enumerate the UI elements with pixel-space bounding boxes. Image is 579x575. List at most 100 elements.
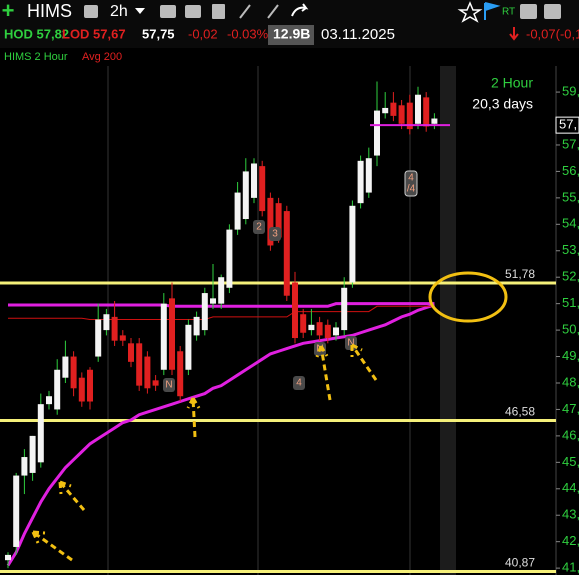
candle-body <box>374 110 380 156</box>
highlight-ellipse <box>428 271 508 323</box>
moving-average <box>6 303 435 567</box>
candle-body <box>300 314 307 333</box>
icon[interactable] <box>520 4 537 19</box>
y-tick-label: 48, <box>562 374 579 389</box>
candle-body <box>423 97 430 127</box>
last-price-box <box>555 116 579 134</box>
candle-body <box>283 211 290 296</box>
candle-body <box>234 192 241 230</box>
change: -0,02 <box>188 26 218 41</box>
legend-average: Avg 200 <box>82 51 122 63</box>
candle-body <box>218 277 225 304</box>
rt: RT <box>502 7 515 18</box>
candle-body <box>103 314 110 331</box>
candle-body <box>308 324 315 331</box>
candle-body <box>406 102 413 130</box>
arrow <box>31 530 73 562</box>
icon[interactable] <box>267 4 279 19</box>
last: 57,75 <box>142 26 175 41</box>
candle-body <box>78 377 85 402</box>
candle-body <box>226 229 233 288</box>
candle-body <box>349 205 356 283</box>
candle-body <box>144 356 151 389</box>
marker-label: 4 <box>296 378 302 389</box>
candle-body <box>251 163 257 198</box>
legend-series: HIMS 2 Hour <box>4 51 68 63</box>
candle-body <box>62 356 69 378</box>
plot: 59, 57, 56, 55, 54, 53, 52, 51, 50, 49, 48, 47, 46, 4… <box>0 81 579 575</box>
candle-body <box>70 356 77 389</box>
marker-box <box>163 378 175 392</box>
lod: LOD 57,67 <box>62 26 126 41</box>
marker-box <box>253 220 265 234</box>
candle-body <box>29 435 36 473</box>
candle-body <box>390 102 397 116</box>
y-tick-label: 43, <box>562 507 579 522</box>
marker-box <box>293 376 305 390</box>
candle-body <box>169 298 175 370</box>
y-tick-label: 45, <box>562 454 579 469</box>
candle-body <box>333 327 339 336</box>
icon[interactable] <box>160 5 176 18</box>
marker-label: 2 <box>256 222 262 233</box>
candle-body <box>316 322 323 336</box>
marker-label: N <box>347 338 354 349</box>
marker-box <box>404 170 418 197</box>
candle-body <box>185 324 192 370</box>
candle-body <box>275 203 282 238</box>
y-tick-label: 47, <box>562 401 579 416</box>
candle-body <box>21 457 28 476</box>
hod: HOD 57,82 <box>4 26 69 41</box>
y-tick-label: 51, <box>562 295 579 310</box>
session-shade <box>440 66 456 575</box>
icon[interactable] <box>84 5 98 18</box>
candle-body <box>382 107 389 114</box>
marker-label: N <box>165 380 172 391</box>
candle-body <box>177 351 184 397</box>
candle-body <box>365 158 372 193</box>
candle-body <box>341 287 348 331</box>
icon[interactable] <box>291 3 309 17</box>
candle-body <box>128 343 134 362</box>
flag-icon[interactable] <box>484 2 501 20</box>
arrow <box>58 480 86 511</box>
candle-body <box>95 319 102 357</box>
candle-body <box>46 396 52 405</box>
y-tick-label: 41, <box>562 560 579 575</box>
icon[interactable] <box>185 5 201 18</box>
y-tick-label: 52, <box>562 269 579 284</box>
level-label: 51,78 <box>505 267 535 281</box>
add-icon[interactable]: + <box>2 0 15 23</box>
star-icon[interactable] <box>457 1 483 23</box>
candle-body <box>324 324 331 339</box>
y-tick-label: 44, <box>562 480 579 495</box>
dropdown[interactable] <box>135 8 145 14</box>
candle-body <box>136 343 143 386</box>
arrow <box>315 345 332 401</box>
marker-label: /4 <box>407 184 416 195</box>
market-cap: 12.9B <box>273 26 310 42</box>
interval[interactable]: 2h <box>110 3 128 20</box>
icon[interactable] <box>212 4 225 19</box>
candle-body <box>193 316 200 336</box>
y-tick-label: 59, <box>562 84 579 99</box>
marker-label: 4 <box>408 173 414 184</box>
candle-body <box>111 316 118 341</box>
last-price-label: 57, <box>559 117 577 132</box>
marker-label: 3 <box>272 229 278 240</box>
y-tick-label: 49, <box>562 348 579 363</box>
icon[interactable] <box>239 4 251 19</box>
symbol[interactable]: HIMS <box>27 1 72 21</box>
drawings <box>31 271 508 562</box>
icon[interactable] <box>544 4 561 19</box>
y-tick-label: 46, <box>562 427 579 442</box>
y-tick-label: 57, <box>562 136 579 151</box>
candle-body <box>242 171 249 220</box>
arrow <box>186 397 201 438</box>
candle-body <box>87 369 93 402</box>
cap-box <box>268 25 314 45</box>
candle-body <box>201 293 208 331</box>
level-label: 46,58 <box>505 405 535 419</box>
